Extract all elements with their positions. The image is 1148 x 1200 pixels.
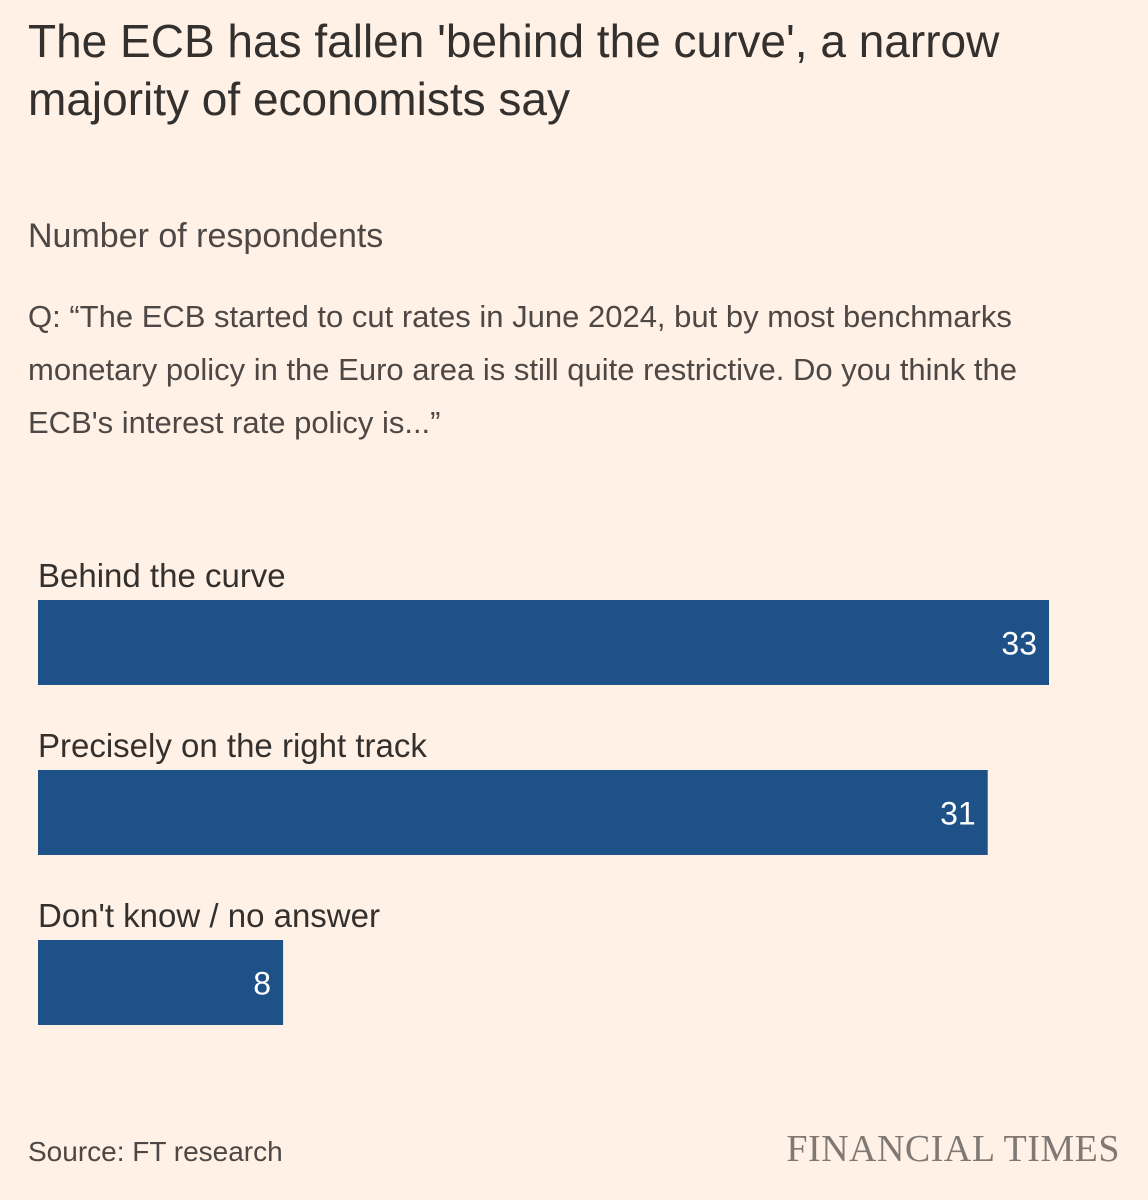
survey-question: Q: “The ECB started to cut rates in June…: [28, 299, 1018, 440]
bar-value-label: 31: [940, 796, 976, 832]
bar-chart: Behind the curve 33 Precisely on the right…: [38, 557, 1049, 1025]
bar-value-label: 8: [253, 966, 271, 1002]
category-label: Don't know / no answer: [38, 897, 380, 934]
chart-subtitle: Number of respondents: [28, 217, 384, 255]
bar-value-label: 33: [1001, 626, 1037, 662]
category-label: Precisely on the right track: [38, 727, 427, 764]
category-label: Behind the curve: [38, 557, 286, 594]
bar: [38, 940, 284, 1025]
source-note: Source: FT research: [28, 1136, 283, 1167]
bar: [38, 770, 988, 855]
bar: [38, 600, 1049, 685]
publisher-logo: FINANCIAL TIMES: [786, 1128, 1120, 1170]
chart-title: The ECB has fallen 'behind the curve', a…: [28, 15, 1000, 125]
